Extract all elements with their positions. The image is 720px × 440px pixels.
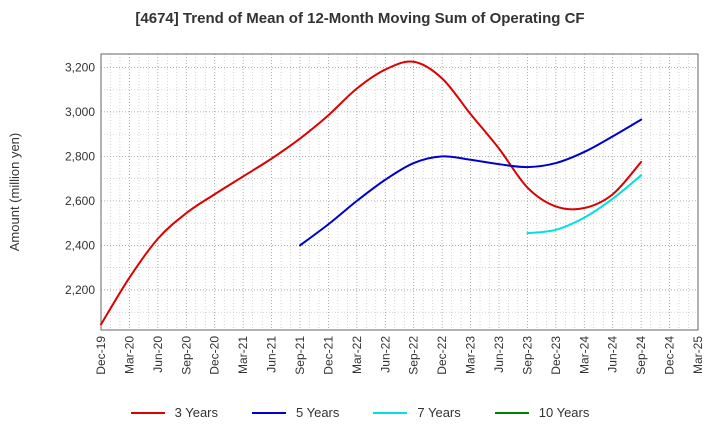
series-line-5-years xyxy=(299,118,643,247)
series-line-7-years xyxy=(526,174,643,235)
legend: 3 Years 5 Years 7 Years 10 Years xyxy=(0,405,720,420)
x-tick-label: Sep-22 xyxy=(407,336,421,375)
legend-item: 5 Years xyxy=(252,405,339,420)
x-tick-label: Sep-20 xyxy=(179,336,193,375)
legend-swatch xyxy=(494,411,529,414)
chart-title: [4674] Trend of Mean of 12-Month Moving … xyxy=(135,10,585,27)
y-tick-label: 2,200 xyxy=(65,283,95,297)
x-tick-label: Mar-21 xyxy=(236,336,250,374)
legend-label: 5 Years xyxy=(296,405,340,420)
legend-label: 7 Years xyxy=(417,405,461,420)
legend-label: 10 Years xyxy=(538,405,590,420)
x-tick-label: Mar-20 xyxy=(122,336,136,374)
series-line-3-years xyxy=(100,60,643,326)
legend-item: 10 Years xyxy=(494,405,590,420)
legend-swatch xyxy=(130,411,165,414)
x-tick-label: Dec-19 xyxy=(94,336,108,375)
x-tick-label: Dec-22 xyxy=(435,336,449,375)
x-tick-label: Mar-25 xyxy=(691,336,705,374)
y-tick-label: 2,600 xyxy=(65,194,95,208)
x-tick-label: Jun-20 xyxy=(151,336,165,373)
x-tick-label: Mar-23 xyxy=(464,336,478,374)
x-tick-label: Jun-22 xyxy=(378,336,392,373)
x-tick-label: Dec-24 xyxy=(663,336,677,375)
y-tick-label: 3,200 xyxy=(65,60,95,74)
plot-frame xyxy=(100,53,699,331)
x-tick-label: Sep-21 xyxy=(293,336,307,375)
y-tick-label: 2,800 xyxy=(65,149,95,163)
legend-label: 3 Years xyxy=(174,405,218,420)
x-tick-label: Dec-21 xyxy=(321,336,335,375)
x-tick-label: Dec-23 xyxy=(549,336,563,375)
y-tick-label: 2,400 xyxy=(65,238,95,252)
x-tick-label: Sep-24 xyxy=(634,336,648,375)
legend-swatch xyxy=(252,411,286,414)
x-tick-label: Sep-23 xyxy=(520,336,534,375)
y-tick-label: 3,000 xyxy=(65,105,95,119)
legend-swatch xyxy=(373,411,408,414)
x-tick-label: Jun-21 xyxy=(265,336,279,373)
legend-item: 7 Years xyxy=(373,405,461,420)
x-tick-label: Jun-23 xyxy=(492,336,506,373)
y-axis-label: Amount (million yen) xyxy=(7,133,22,252)
legend-item: 3 Years xyxy=(130,405,218,420)
x-tick-label: Dec-20 xyxy=(208,336,222,375)
plot-area xyxy=(101,54,698,330)
x-tick-label: Jun-24 xyxy=(606,336,620,373)
x-tick-label: Mar-24 xyxy=(577,336,591,374)
x-tick-label: Mar-22 xyxy=(350,336,364,374)
